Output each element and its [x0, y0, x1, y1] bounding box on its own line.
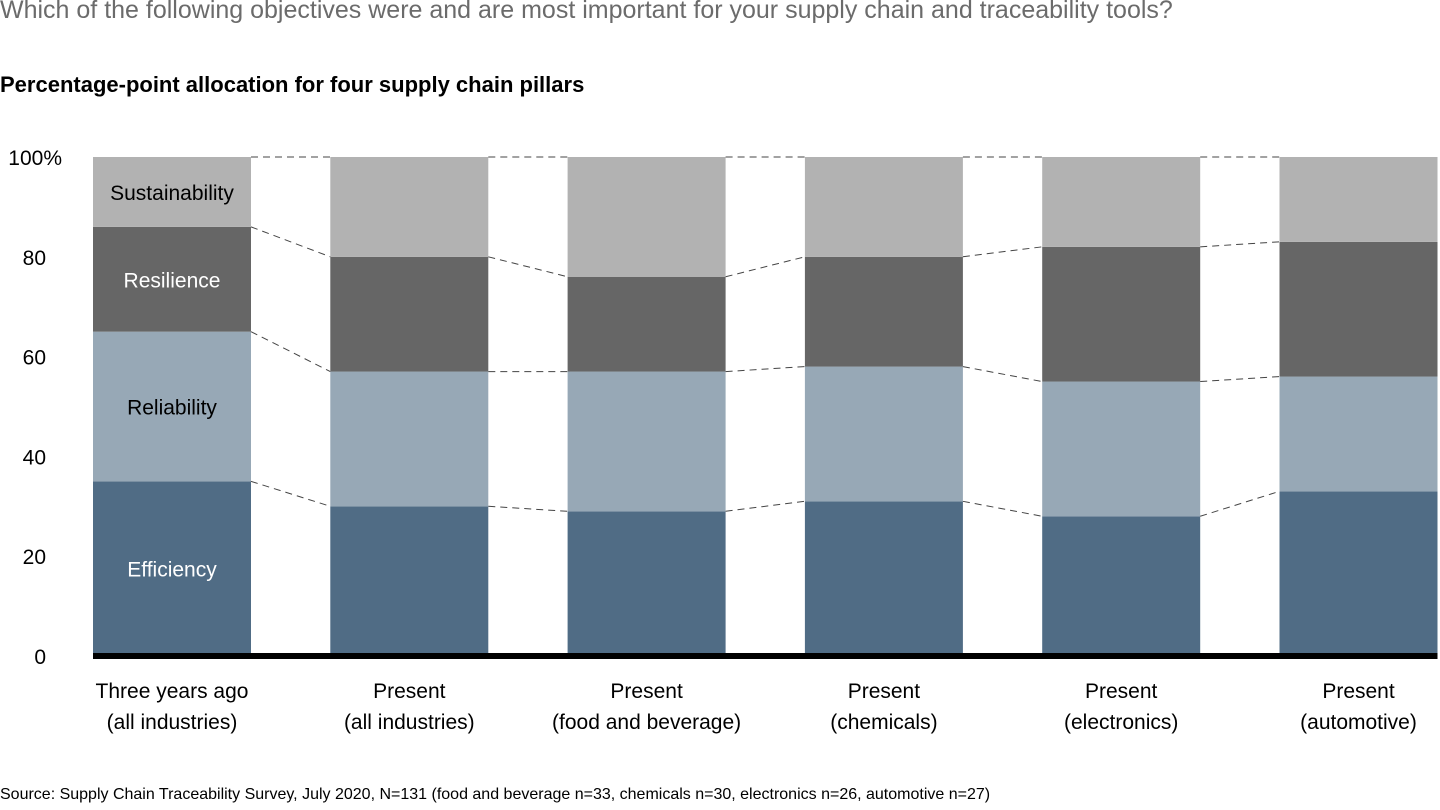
stacked-bar-chart: 0 20 40 60 80 100% Efficiency Reliability Resili… — [8, 147, 1438, 734]
bar-segment-sustainability — [1279, 157, 1438, 242]
x-tick-label: Present — [1322, 680, 1395, 703]
segment-label: Reliability — [127, 397, 217, 420]
connector-line — [1200, 241, 1280, 248]
connector-line — [962, 500, 1043, 517]
connector-line — [962, 366, 1043, 383]
x-tick-label: (all industries) — [344, 711, 475, 734]
bar-segment-efficiency — [1279, 491, 1438, 656]
x-tick-label: (all industries) — [107, 711, 238, 734]
connector-line — [250, 331, 331, 373]
connector-line — [725, 256, 806, 278]
x-tick-label: (automotive) — [1300, 711, 1417, 734]
bar-segment-reliability — [1042, 381, 1201, 517]
connector-line — [725, 500, 805, 512]
bar-segment-resilience — [567, 276, 726, 372]
bar-segment-sustainability — [330, 157, 489, 257]
y-tick-label: 100% — [8, 147, 62, 170]
connector-line — [962, 246, 1043, 258]
segment-label: Sustainability — [110, 182, 234, 205]
x-axis-baseline — [93, 653, 1438, 659]
bar-segment-reliability — [804, 366, 963, 502]
x-tick-label: (chemicals) — [830, 711, 937, 734]
segment-label: Resilience — [124, 269, 221, 292]
connector-line — [250, 226, 331, 258]
x-tick-label: Present — [373, 680, 446, 703]
bar-segment-resilience — [804, 256, 963, 367]
y-tick-label: 80 — [23, 247, 46, 270]
x-tick-label: Present — [1085, 680, 1158, 703]
bar-segment-sustainability — [804, 157, 963, 257]
x-tick-label: Three years ago — [96, 680, 249, 703]
y-tick-label: 20 — [23, 546, 46, 569]
connector-line — [725, 366, 805, 373]
y-tick-label: 40 — [23, 446, 46, 469]
y-tick-label: 60 — [23, 347, 46, 370]
y-tick-label: 0 — [34, 646, 46, 669]
bar-segment-sustainability — [93, 157, 251, 227]
bar-segment-resilience — [93, 226, 251, 332]
bar-segment-sustainability — [1042, 157, 1201, 247]
connector-line — [488, 256, 568, 278]
source-note: Source: Supply Chain Traceability Survey… — [0, 786, 991, 803]
x-tick-label: (electronics) — [1064, 711, 1178, 734]
bar-segment-resilience — [1042, 246, 1201, 382]
connector-line — [488, 505, 568, 512]
bar-segment-efficiency — [93, 481, 251, 656]
segment-label: Efficiency — [127, 559, 217, 582]
bar-segment-resilience — [330, 256, 489, 372]
bar-segment-efficiency — [330, 506, 489, 656]
chart-title: Percentage-point allocation for four sup… — [0, 72, 585, 97]
bar-segment-efficiency — [567, 511, 726, 656]
bar-segment-sustainability — [567, 157, 726, 277]
x-tick-label: Present — [848, 680, 921, 703]
bar-segment-resilience — [1279, 241, 1438, 377]
bar-segment-reliability — [1279, 376, 1438, 492]
bar-segment-efficiency — [1042, 516, 1201, 656]
x-tick-label: Present — [610, 680, 683, 703]
connector-line — [1200, 376, 1280, 383]
bar-segment-reliability — [567, 371, 726, 512]
bar-segment-reliability — [330, 371, 489, 507]
x-tick-label: (food and beverage) — [552, 711, 741, 734]
connector-line — [1200, 490, 1280, 517]
bar-segment-reliability — [93, 331, 251, 482]
survey-question: Which of the following objectives were a… — [0, 0, 1173, 24]
connector-line — [250, 480, 331, 507]
bar-segment-efficiency — [804, 501, 963, 656]
